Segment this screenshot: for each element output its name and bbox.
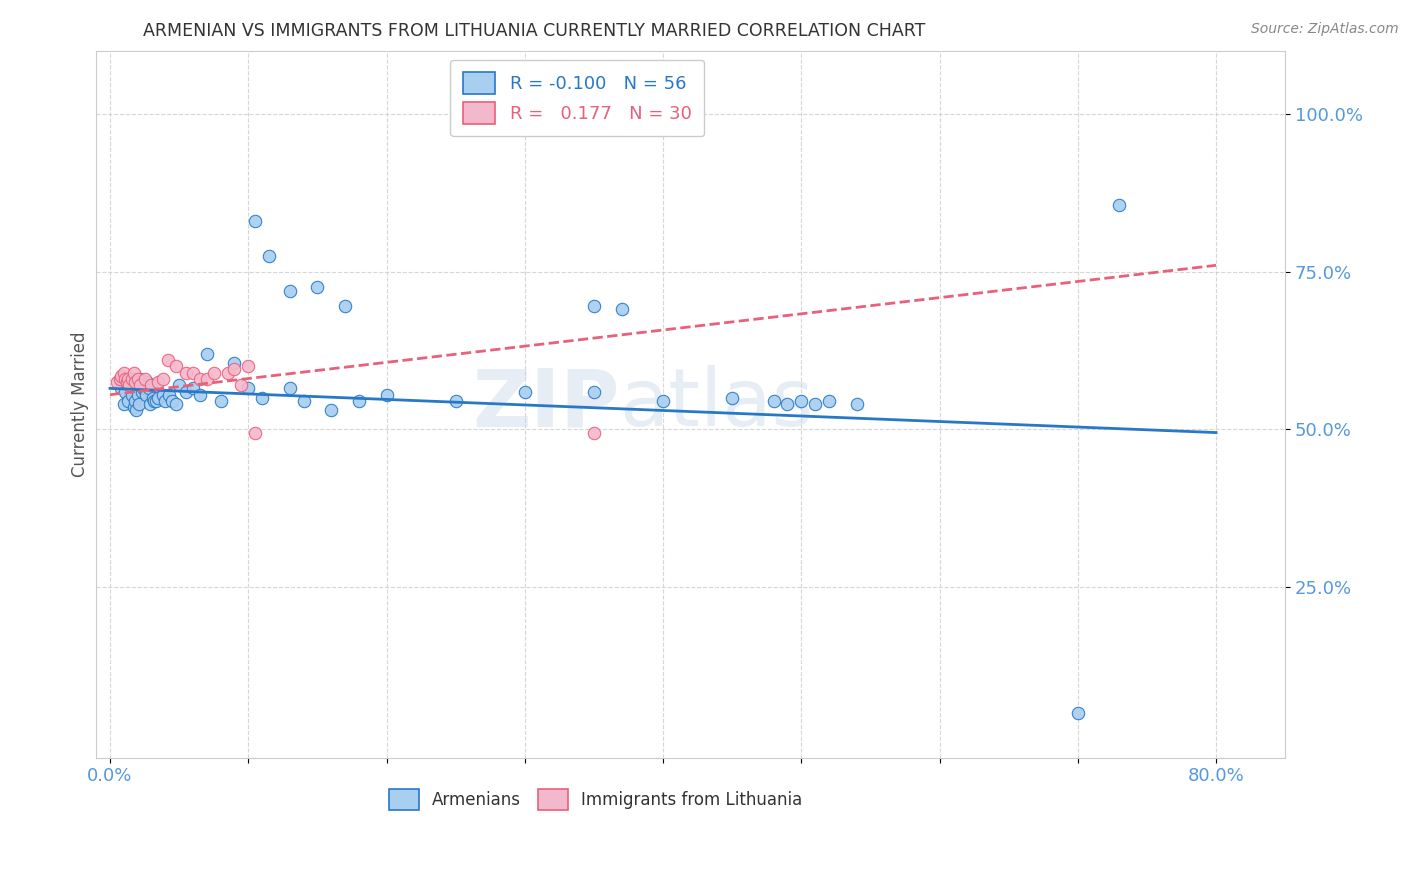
Point bbox=[155, 394, 177, 409]
Point bbox=[121, 387, 143, 401]
Point bbox=[202, 366, 225, 380]
Point bbox=[136, 375, 159, 389]
Point bbox=[138, 381, 160, 395]
Point bbox=[321, 403, 343, 417]
Point bbox=[167, 378, 190, 392]
Point bbox=[124, 375, 146, 389]
Point bbox=[122, 366, 145, 380]
Point bbox=[124, 394, 146, 409]
Point bbox=[129, 378, 152, 392]
Point bbox=[257, 249, 280, 263]
Text: ARMENIAN VS IMMIGRANTS FROM LITHUANIA CURRENTLY MARRIED CORRELATION CHART: ARMENIAN VS IMMIGRANTS FROM LITHUANIA CU… bbox=[143, 22, 925, 40]
Point bbox=[238, 359, 260, 374]
Point bbox=[243, 214, 266, 228]
Point bbox=[117, 372, 139, 386]
Point bbox=[141, 378, 163, 392]
Point bbox=[209, 394, 232, 409]
Point bbox=[127, 387, 149, 401]
Point bbox=[582, 384, 605, 399]
Point bbox=[195, 346, 218, 360]
Point bbox=[152, 387, 174, 401]
Point bbox=[224, 356, 246, 370]
Point bbox=[513, 384, 536, 399]
Point bbox=[105, 375, 128, 389]
Point bbox=[188, 387, 211, 401]
Point bbox=[231, 378, 253, 392]
Point bbox=[224, 362, 246, 376]
Point bbox=[1067, 706, 1090, 721]
Point bbox=[582, 425, 605, 440]
Point bbox=[238, 381, 260, 395]
Point bbox=[776, 397, 799, 411]
Point bbox=[188, 372, 211, 386]
Point bbox=[307, 280, 329, 294]
Point bbox=[110, 381, 132, 395]
Point bbox=[790, 394, 813, 409]
Point bbox=[278, 284, 301, 298]
Point bbox=[181, 366, 204, 380]
Point bbox=[195, 372, 218, 386]
Legend: Armenians, Immigrants from Lithuania: Armenians, Immigrants from Lithuania bbox=[382, 783, 808, 816]
Point bbox=[845, 397, 868, 411]
Text: atlas: atlas bbox=[619, 365, 814, 443]
Point bbox=[174, 384, 197, 399]
Point bbox=[243, 425, 266, 440]
Point bbox=[112, 366, 135, 380]
Point bbox=[174, 366, 197, 380]
Point bbox=[122, 401, 145, 415]
Point bbox=[181, 381, 204, 395]
Point bbox=[250, 391, 273, 405]
Point bbox=[804, 397, 827, 411]
Point bbox=[112, 397, 135, 411]
Point bbox=[121, 372, 143, 386]
Point bbox=[142, 391, 165, 405]
Point bbox=[444, 394, 467, 409]
Point bbox=[610, 302, 633, 317]
Point bbox=[143, 394, 166, 409]
Point bbox=[721, 391, 744, 405]
Point bbox=[128, 397, 150, 411]
Point bbox=[115, 375, 138, 389]
Point bbox=[125, 403, 148, 417]
Point bbox=[1108, 198, 1130, 212]
Point bbox=[818, 394, 841, 409]
Point bbox=[333, 299, 356, 313]
Point bbox=[141, 378, 163, 392]
Point bbox=[134, 372, 156, 386]
Point bbox=[152, 372, 174, 386]
Point bbox=[762, 394, 785, 409]
Point bbox=[375, 387, 398, 401]
Point bbox=[132, 381, 155, 395]
Point bbox=[165, 397, 187, 411]
Point bbox=[165, 359, 187, 374]
Point bbox=[145, 394, 167, 409]
Point bbox=[292, 394, 315, 409]
Point bbox=[131, 384, 153, 399]
Point bbox=[157, 353, 180, 368]
Point bbox=[652, 394, 675, 409]
Point bbox=[159, 387, 181, 401]
Point bbox=[117, 394, 139, 409]
Y-axis label: Currently Married: Currently Married bbox=[72, 332, 89, 477]
Point bbox=[110, 368, 132, 383]
Point bbox=[217, 366, 239, 380]
Point bbox=[139, 397, 162, 411]
Point bbox=[148, 391, 170, 405]
Point bbox=[278, 381, 301, 395]
Point bbox=[582, 299, 605, 313]
Point bbox=[127, 372, 149, 386]
Point bbox=[347, 394, 370, 409]
Text: ZIP: ZIP bbox=[472, 365, 619, 443]
Point bbox=[135, 387, 157, 401]
Point bbox=[134, 381, 156, 395]
Point bbox=[148, 375, 170, 389]
Point bbox=[129, 372, 152, 386]
Text: Source: ZipAtlas.com: Source: ZipAtlas.com bbox=[1251, 22, 1399, 37]
Point bbox=[120, 375, 142, 389]
Point bbox=[108, 372, 131, 386]
Point bbox=[114, 372, 136, 386]
Point bbox=[114, 384, 136, 399]
Point bbox=[118, 378, 141, 392]
Point bbox=[160, 394, 183, 409]
